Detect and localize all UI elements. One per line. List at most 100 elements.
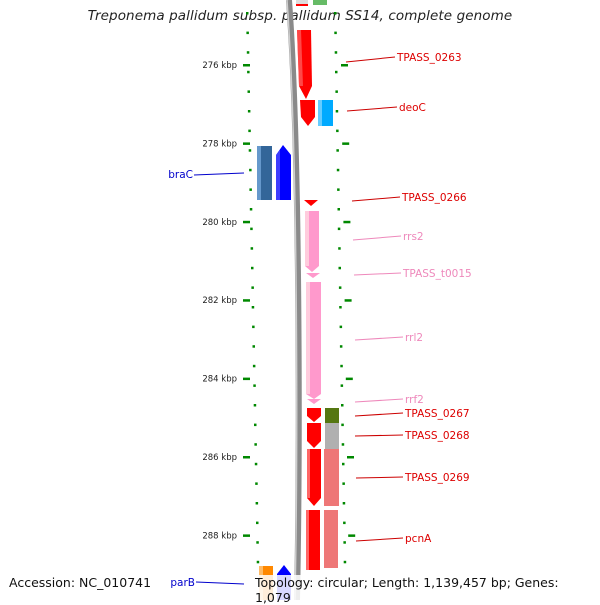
rna-TPASS_t0015[interactable]: [306, 273, 320, 278]
gene-TPASS_0263[interactable]: [297, 30, 312, 99]
rna-rrl2[interactable]: [306, 282, 321, 399]
scale-label-280: 280 kbp: [202, 218, 237, 228]
minor-tick-inner: [251, 286, 254, 289]
gene-braC-cog: [257, 146, 272, 200]
minor-tick-outer: [336, 129, 339, 133]
minor-tick-inner: [249, 168, 252, 172]
label-pcnA[interactable]: pcnA: [405, 533, 432, 545]
scale-major-tick-outer: [341, 64, 348, 67]
gene-TPASS_0269[interactable]: [307, 449, 321, 506]
minor-tick-inner: [252, 345, 255, 348]
genome-backbone: [286, 0, 302, 600]
minor-tick-inner: [247, 70, 250, 74]
label-rrf2[interactable]: rrf2: [405, 394, 424, 406]
minor-tick-outer: [343, 541, 346, 544]
minor-tick-outer: [338, 247, 341, 250]
gene-TPASS_0268-cog: [325, 423, 339, 449]
minor-tick-outer: [341, 404, 344, 407]
label-TPASS_t0015[interactable]: TPASS_t0015: [402, 268, 472, 280]
minor-tick-inner: [253, 384, 256, 387]
label-TPASS_0267[interactable]: TPASS_0267: [404, 408, 470, 420]
minor-tick-rows: [246, 12, 347, 564]
gene-TPASS_0268[interactable]: [307, 423, 321, 448]
minor-tick-outer: [334, 31, 337, 35]
gene-deoC[interactable]: [300, 100, 315, 126]
minor-tick-outer: [335, 70, 338, 74]
rna-rrs2[interactable]: [305, 211, 319, 272]
scale-label-282: 282 kbp: [202, 296, 237, 306]
minor-tick-inner: [250, 227, 253, 231]
gene-TPASS_0267[interactable]: [307, 408, 321, 422]
minor-tick-inner: [249, 188, 252, 191]
minor-tick-inner: [247, 110, 251, 113]
minor-tick-outer: [336, 149, 339, 152]
minor-tick-inner: [252, 364, 256, 368]
accession-text: Accession: NC_010741: [9, 575, 152, 590]
gene-deoC-cog: [318, 100, 333, 126]
scale-label-276: 276 kbp: [202, 61, 237, 71]
minor-tick-outer: [335, 110, 339, 113]
minor-tick-outer: [343, 521, 346, 525]
minor-tick-outer: [342, 502, 346, 505]
scale-major-tick-outer: [344, 299, 352, 302]
label-TPASS_0269[interactable]: TPASS_0269: [404, 472, 470, 484]
minor-tick-inner: [256, 541, 259, 544]
minor-tick-inner: [253, 404, 257, 407]
scale-major-tick: [243, 142, 250, 145]
minor-tick-inner: [251, 306, 255, 309]
scale-major-tick-outer: [348, 534, 356, 537]
minor-tick-outer: [341, 423, 344, 427]
label-TPASS_0263[interactable]: TPASS_0263: [396, 52, 462, 64]
label-TPASS_0266[interactable]: TPASS_0266: [401, 192, 467, 204]
minor-tick-inner: [255, 502, 259, 505]
topology-text: Topology: circular; Length: 1,139,457 bp…: [253, 575, 600, 605]
minor-tick-outer: [337, 227, 341, 231]
minor-tick-outer: [340, 364, 343, 368]
scale-major-tick: [243, 534, 250, 537]
kbp-scale: 276 kbp 278 kbp 280 kbp 282 kbp 284 kbp 286 k…: [202, 61, 356, 541]
minor-tick-outer: [334, 12, 337, 15]
label-TPASS_0268[interactable]: TPASS_0268: [404, 430, 470, 442]
map-title: Treponema pallidum subsp. pallidum SS14,…: [87, 8, 513, 24]
scale-major-tick: [243, 64, 250, 67]
gene-TPASS_0266[interactable]: [304, 200, 318, 206]
rna-rrf2[interactable]: [307, 399, 321, 404]
minor-tick-inner: [255, 482, 258, 485]
scale-label-278: 278 kbp: [202, 139, 237, 149]
scale-major-tick-outer: [342, 142, 350, 145]
minor-tick-outer: [343, 560, 347, 564]
minor-tick-outer: [339, 306, 342, 309]
minor-tick-inner: [256, 521, 259, 525]
scale-major-tick-outer: [343, 220, 351, 224]
minor-tick-inner: [254, 462, 258, 466]
minor-tick-outer: [337, 188, 340, 191]
gene-pcnA[interactable]: [306, 510, 320, 570]
gene-braC[interactable]: [276, 145, 291, 200]
genome-backbone-highlight: [286, 0, 298, 600]
label-deoC[interactable]: deoC: [399, 102, 426, 114]
label-braC[interactable]: braC: [168, 169, 193, 181]
minor-tick-outer: [340, 384, 344, 387]
minor-tick-outer: [342, 462, 345, 466]
minor-tick-outer: [339, 325, 343, 329]
gene-partial-top-grey: [296, 0, 308, 4]
label-parB[interactable]: parB: [170, 577, 195, 589]
label-rrs2[interactable]: rrs2: [403, 231, 424, 243]
gene-pcnA-cog: [324, 510, 338, 568]
scale-major-tick: [243, 456, 250, 459]
label-rrl2[interactable]: rrl2: [405, 332, 423, 344]
scale-label-286: 286 kbp: [202, 453, 237, 463]
minor-tick-inner: [248, 129, 251, 133]
minor-tick-inner: [252, 325, 255, 329]
scale-label-284: 284 kbp: [202, 375, 237, 385]
minor-tick-outer: [342, 482, 345, 485]
minor-tick-inner: [246, 51, 250, 54]
minor-tick-inner: [254, 423, 257, 427]
minor-tick-inner: [251, 266, 254, 270]
scale-label-288: 288 kbp: [202, 531, 237, 541]
minor-tick-outer: [337, 208, 340, 211]
minor-tick-inner: [254, 443, 257, 446]
gene-TPASS_0267-cog: [325, 408, 339, 423]
gene-TPASS_0269-cog: [324, 449, 339, 506]
minor-tick-outer: [336, 168, 340, 172]
